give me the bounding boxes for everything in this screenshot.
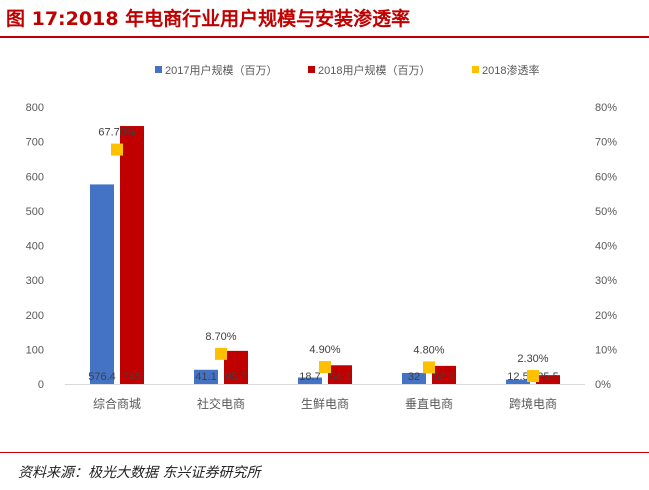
penetration-marker: [215, 347, 227, 360]
y2-tick-label: 0%: [595, 379, 611, 391]
penetration-marker: [423, 361, 435, 374]
legend-swatch: [472, 66, 479, 73]
y2-tick-label: 20%: [595, 310, 617, 322]
y-tick-label: 400: [26, 241, 44, 253]
bar-data-label: 52.3: [433, 371, 454, 383]
y-tick-label: 100: [26, 344, 44, 356]
bar-2017: [506, 379, 530, 384]
chart: 0 100 200 300 400 500 600 700 800 0% 10% 20% 30% 40% 5…: [26, 63, 618, 411]
bar-data-label: 54.1: [329, 371, 350, 383]
y2-tick-label: 10%: [595, 344, 617, 356]
y2-tick-label: 50%: [595, 206, 617, 218]
bar-data-label: 32: [408, 371, 420, 383]
title-divider: [0, 36, 649, 38]
x-tick-label: 社交电商: [197, 396, 245, 411]
figure-title: 图 17:2018 年电商行业用户规模与安装渗透率: [6, 8, 411, 30]
x-tick-label: 生鲜电商: [301, 396, 349, 411]
x-tick-label: 垂直电商: [405, 396, 453, 411]
source-note: 资料来源：极光大数据 东兴证券研究所: [18, 465, 261, 481]
y2-tick-label: 30%: [595, 275, 617, 287]
penetration-data-label: 8.70%: [205, 331, 236, 343]
legend-label: 2018渗透率: [482, 63, 539, 77]
x-tick-label: 跨境电商: [509, 396, 557, 411]
penetration-data-label: 4.80%: [413, 344, 444, 356]
y-tick-label: 800: [26, 102, 44, 114]
y-tick-label: 300: [26, 275, 44, 287]
bar-data-label: 576.4: [88, 371, 116, 383]
penetration-data-label: 2.30%: [517, 353, 548, 365]
y2-tick-label: 40%: [595, 241, 617, 253]
footer-divider: [0, 452, 649, 453]
bar-2017: [402, 372, 426, 384]
bar-2018: [432, 365, 456, 384]
bar-2018: [536, 375, 560, 384]
bar-data-label: 745: [123, 371, 141, 383]
x-tick-label: 综合商城: [93, 396, 141, 411]
penetration-marker: [527, 370, 539, 383]
legend-swatch: [308, 66, 315, 73]
penetration-data-label: 4.90%: [309, 344, 340, 356]
y-tick-label: 0: [38, 379, 44, 391]
bar-data-label: 25.5: [537, 371, 558, 383]
y-tick-label: 700: [26, 137, 44, 149]
y-tick-label: 500: [26, 206, 44, 218]
bar-2017: [298, 377, 322, 384]
bar-data-label: 12.5: [507, 371, 528, 383]
bar-2018: [224, 350, 248, 384]
bar-2018: [328, 365, 352, 384]
legend-label: 2018用户规模（百万）: [318, 63, 430, 77]
y2-tick-label: 70%: [595, 137, 617, 149]
y-tick-label: 200: [26, 310, 44, 322]
bar-data-label: 18.7: [299, 371, 320, 383]
legend-swatch: [155, 66, 162, 73]
bar-data-label: 41.1: [195, 371, 216, 383]
y-tick-label: 600: [26, 171, 44, 183]
penetration-marker: [319, 361, 331, 374]
penetration-marker: [111, 143, 123, 156]
bar-data-label: 95.7: [225, 371, 246, 383]
y2-tick-label: 80%: [595, 102, 617, 114]
bar-2018: [120, 126, 144, 384]
bar-2017: [194, 369, 218, 384]
y2-tick-label: 60%: [595, 171, 617, 183]
penetration-data-label: 67.70%: [98, 127, 136, 139]
bar-2017: [90, 184, 114, 384]
legend-label: 2017用户规模（百万）: [165, 63, 277, 77]
